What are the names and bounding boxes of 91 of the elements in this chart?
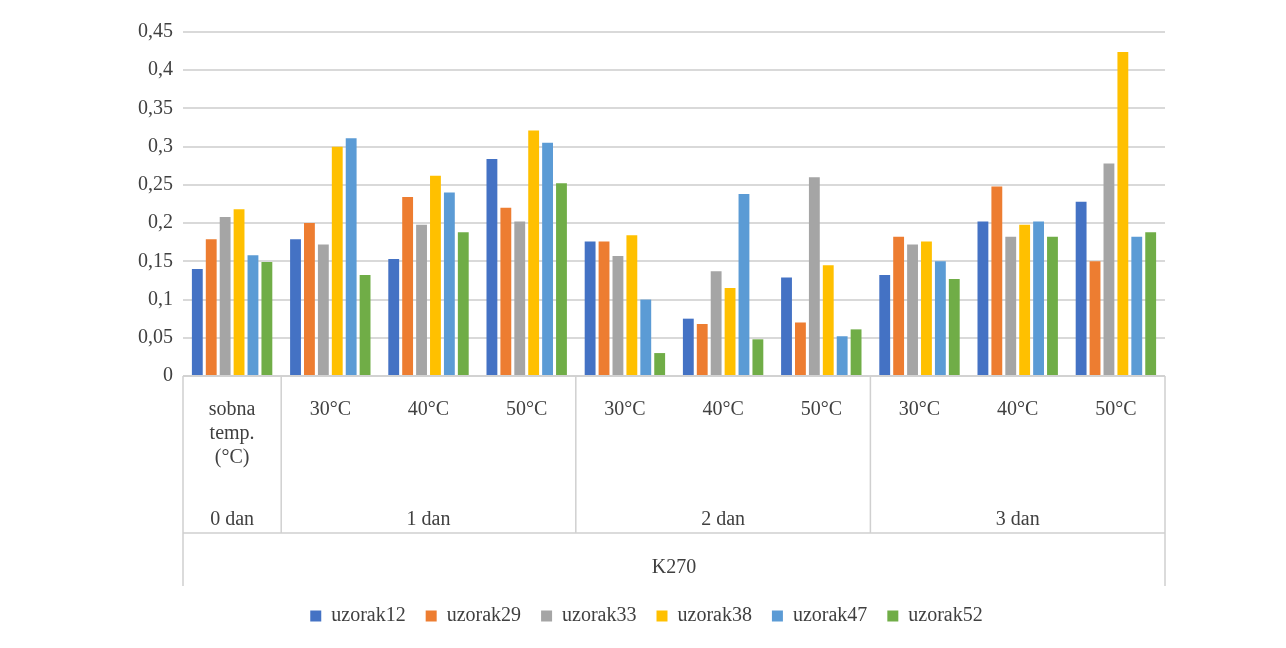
legend-label: uzorak52 (908, 603, 983, 626)
bar (626, 235, 638, 375)
bar (781, 277, 792, 375)
bar (486, 158, 498, 375)
bar (1103, 163, 1115, 375)
bar (388, 259, 400, 375)
bar (893, 236, 905, 375)
bar (921, 241, 932, 375)
text: 2 dan (701, 507, 746, 530)
text: 0 dan (210, 507, 255, 530)
bar (991, 186, 1003, 375)
bar (710, 271, 722, 375)
bar (1089, 261, 1101, 375)
bar (261, 262, 273, 375)
bar (345, 138, 357, 375)
bar (836, 336, 848, 375)
legend-label: uzorak47 (792, 603, 868, 626)
bar (1019, 224, 1031, 375)
bar (682, 318, 694, 375)
x-tick-label: 40°C (702, 397, 744, 420)
bar (1131, 236, 1143, 375)
y-tick-label: 0,05 (138, 325, 173, 348)
bar (290, 239, 301, 375)
bar (317, 244, 329, 375)
bar (612, 255, 624, 375)
bar (556, 183, 567, 375)
x-tick-label: 40°C (997, 397, 1039, 420)
bar (934, 261, 946, 375)
bar (948, 278, 960, 375)
bar (822, 265, 834, 375)
y-tick-label: 0 (163, 363, 173, 386)
bar (457, 232, 469, 375)
bar (1117, 51, 1129, 375)
text: 3 dan (995, 507, 1040, 530)
bar (191, 268, 203, 375)
legend-label: uzorak29 (446, 603, 522, 626)
bar (1047, 236, 1058, 375)
x-tick-label: sobna temp. (°C) (208, 397, 256, 469)
bar (640, 299, 652, 375)
bar (654, 353, 666, 375)
bar (696, 324, 708, 375)
y-tick-label: 0,45 (138, 19, 173, 42)
bar (1005, 236, 1017, 375)
bar (514, 221, 526, 375)
bar (359, 275, 371, 375)
y-tick-label: 0,2 (148, 210, 173, 233)
bar (247, 255, 259, 375)
x-tick-label: 50°C (1095, 397, 1137, 420)
bar (1075, 201, 1087, 375)
legend-label: uzorak33 (562, 603, 637, 626)
bar (331, 146, 343, 375)
text: 1 dan (406, 507, 451, 530)
y-tick-label: 0,35 (138, 95, 173, 118)
x-tick-label: 30°C (309, 397, 351, 420)
bar (795, 322, 806, 375)
bar (402, 197, 414, 375)
bar (219, 217, 231, 375)
x-tick-label: 50°C (800, 397, 842, 420)
bar (443, 192, 455, 375)
bar (500, 207, 512, 375)
x-axis-title: K270 (651, 555, 697, 578)
legend-label: uzorak38 (677, 603, 752, 626)
bar (1145, 232, 1157, 375)
y-tick-label: 0,1 (148, 286, 173, 309)
bar (907, 244, 918, 375)
bar (528, 130, 540, 375)
bar (1033, 221, 1044, 375)
bar (977, 221, 989, 375)
y-tick-label: 0,3 (148, 133, 173, 156)
y-tick-label: 0,15 (138, 248, 173, 271)
bar (724, 288, 736, 375)
x-tick-label: 30°C (604, 397, 646, 420)
bar (850, 329, 862, 375)
bar (205, 239, 217, 375)
bar (738, 194, 750, 375)
y-tick-label: 0,25 (138, 172, 173, 195)
bar (430, 175, 441, 375)
x-tick-label: 50°C (506, 397, 548, 420)
x-tick-label: 40°C (407, 397, 450, 420)
bar (304, 223, 315, 375)
bar (808, 177, 820, 375)
legend-label: uzorak12 (331, 603, 406, 626)
y-tick-label: 0,4 (148, 57, 173, 80)
bar (542, 142, 553, 375)
bar (879, 275, 891, 375)
bar (416, 224, 427, 375)
x-tick-label: 30°C (898, 397, 941, 420)
bar (752, 339, 764, 375)
bar (584, 241, 596, 375)
bar (233, 209, 245, 375)
bar (598, 241, 610, 375)
